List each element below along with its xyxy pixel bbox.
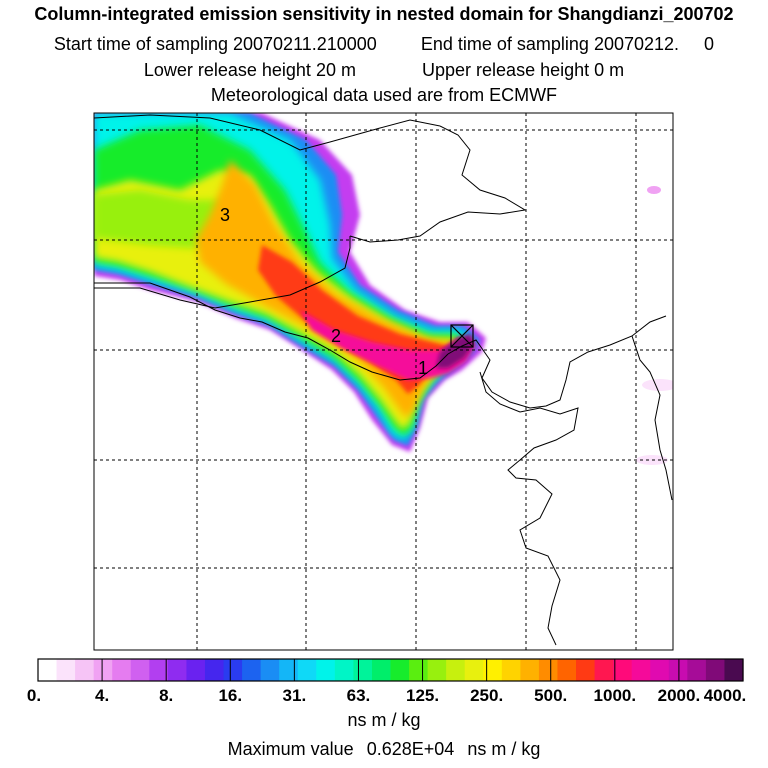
border-line — [94, 236, 351, 309]
colorbar-swatch — [724, 659, 744, 681]
colorbar-swatch — [557, 659, 577, 681]
end-time-value: 20070212. 0 — [593, 34, 715, 54]
coastlines — [94, 114, 673, 646]
colorbar-swatch — [130, 659, 150, 681]
colorbar-swatch — [260, 659, 280, 681]
met-data-line: Meteorological data used are from ECMWF — [210, 85, 558, 105]
coastline-north — [349, 125, 527, 243]
colorbar-swatch — [464, 659, 484, 681]
release-height-line: Lower release height 20 m Upper release … — [0, 60, 768, 81]
colorbar-swatch — [576, 659, 596, 681]
colorbar-tick-label: 0. — [26, 686, 42, 705]
colorbar-swatch — [631, 659, 651, 681]
coastline-korea — [631, 335, 673, 501]
colorbar-swatch — [538, 659, 559, 681]
colorbar-tick-label: 16. — [218, 686, 243, 705]
colorbar-swatch — [242, 659, 262, 681]
graticule — [94, 113, 673, 650]
colorbar-swatch — [93, 659, 113, 681]
sensitivity-field — [94, 113, 673, 465]
marker-label-1: 1 — [418, 358, 428, 378]
colorbar-swatch — [75, 659, 95, 681]
start-time-label: Start time of sampling — [53, 34, 228, 54]
colorbar-swatch — [650, 659, 670, 681]
coastline-bohai — [94, 282, 449, 381]
colorbar-swatch — [483, 659, 503, 681]
colorbar-swatch — [279, 659, 299, 681]
colorbar-swatch — [38, 659, 58, 681]
faint-patch — [642, 379, 673, 391]
plume-maximum — [436, 334, 474, 368]
sampling-time-line: Start time of sampling 20070211.210000 E… — [0, 34, 768, 55]
colorbar-tick-label: 2000. — [657, 686, 701, 705]
colorbar-swatch — [353, 659, 373, 681]
upper-height-value: 0 m — [594, 60, 625, 80]
marker-label-2: 2 — [331, 326, 341, 346]
colorbar-swatch — [204, 659, 225, 681]
plot-title: Column-integrated emission sensitivity i… — [34, 4, 734, 24]
colorbar-swatch — [446, 659, 466, 681]
colorbar-swatch — [390, 659, 410, 681]
colorbar-swatch — [371, 659, 392, 681]
colorbar-swatch — [297, 659, 317, 681]
colorbar-tick-label: 125. — [405, 686, 440, 705]
release-site-marker — [450, 324, 474, 348]
coastline-shandong — [479, 371, 579, 646]
colorbar-swatch — [186, 659, 206, 681]
max-value-units: ns m / kg — [467, 739, 541, 759]
colorbar-tick-label: 8. — [159, 686, 174, 705]
colorbar-tick-label: 250. — [470, 686, 504, 705]
colorbar — [37, 659, 744, 681]
colorbar-tick-label: 4000. — [703, 686, 747, 705]
plume-core — [300, 310, 476, 380]
start-time-value: 20070211.210000 — [233, 34, 377, 54]
colorbar-frame — [37, 658, 744, 682]
colorbar-swatch — [167, 659, 188, 681]
border-line — [94, 114, 441, 151]
colorbar-swatch — [427, 659, 447, 681]
colorbar-swatch — [687, 659, 707, 681]
colorbar-swatch — [668, 659, 688, 681]
colorbar-swatch — [112, 659, 132, 681]
colorbar-swatch — [520, 659, 540, 681]
colorbar-tick-label: 1000. — [593, 686, 637, 705]
upper-height-label: Upper release height — [422, 60, 590, 80]
lower-height-value: 20 m — [315, 60, 356, 80]
colorbar-swatch — [316, 659, 336, 681]
coastline-liaodong — [447, 315, 667, 409]
colorbar-swatch — [594, 659, 614, 681]
max-value-label: Maximum value — [227, 739, 354, 759]
colorbar-swatch — [613, 659, 633, 681]
lower-height-label: Lower release height — [143, 60, 311, 80]
colorbar-swatch — [223, 659, 243, 681]
maximum-value-line: Maximum value 0.628E+04 ns m / kg — [0, 739, 768, 760]
colorbar-swatch — [334, 659, 354, 681]
colorbar-tick-label: 63. — [346, 686, 371, 705]
end-time-label: End time of sampling — [420, 34, 589, 54]
marker-label-3: 3 — [220, 205, 230, 225]
colorbar-swatch — [56, 659, 76, 681]
map-frame — [93, 112, 674, 651]
colorbar-swatch — [501, 659, 521, 681]
colorbar-swatch — [409, 659, 429, 681]
faint-patch — [647, 186, 661, 194]
max-value: 0.628E+04 — [366, 739, 455, 759]
colorbar-tick-label: 4. — [94, 686, 110, 705]
colorbar-swatch — [149, 659, 169, 681]
colorbar-tick-label: 31. — [282, 686, 307, 705]
colorbar-tick-label: 500. — [534, 686, 568, 705]
colorbar-swatch — [705, 659, 726, 681]
colorbar-units: ns m / kg — [347, 710, 421, 730]
